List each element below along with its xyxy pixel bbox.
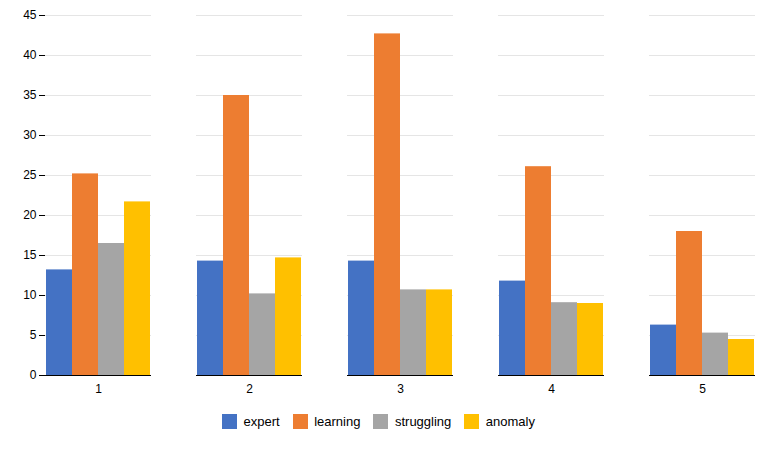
html-text:anomaly: anomaly (485, 414, 535, 429)
svg-text:3: 3 (397, 382, 404, 396)
svg-text:5: 5 (30, 328, 37, 342)
svg-text:45: 45 (23, 8, 37, 22)
svg-text:20: 20 (23, 208, 37, 222)
svg-text:35: 35 (23, 88, 37, 102)
svg-text:4: 4 (548, 382, 555, 396)
html-text:expert: expert (243, 414, 280, 429)
svg-text:15: 15 (23, 248, 37, 262)
svg-text:30: 30 (23, 128, 37, 142)
html-text:learning: learning (314, 414, 361, 429)
html-text:struggling: struggling (394, 414, 452, 429)
svg-text:2: 2 (246, 382, 253, 396)
svg-text:40: 40 (23, 48, 37, 62)
svg-text:1: 1 (95, 382, 102, 396)
svg-text:5: 5 (699, 382, 706, 396)
svg-text:0: 0 (30, 368, 37, 382)
svg-text:25: 25 (23, 168, 37, 182)
svg-text:10: 10 (23, 288, 37, 302)
